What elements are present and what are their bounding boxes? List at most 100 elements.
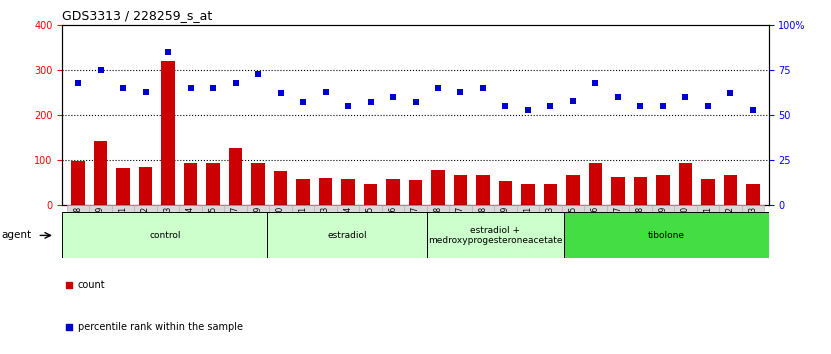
Text: GSM312568: GSM312568 (434, 206, 442, 252)
Point (589, 80, 602, 85)
Text: GSM312667: GSM312667 (456, 206, 465, 252)
Bar (202, 205, 224, 212)
Point (543, 103, 557, 109)
Bar (746, 184, 760, 205)
Bar (679, 163, 692, 205)
Bar (696, 205, 719, 212)
Bar (629, 205, 652, 212)
Bar (612, 177, 625, 205)
Text: GSM312677: GSM312677 (613, 206, 622, 252)
Point (566, 98, 579, 103)
Text: GSM312551: GSM312551 (119, 206, 128, 252)
Bar (337, 205, 359, 212)
Text: estradiol +
medroxyprogesteroneacetate: estradiol + medroxyprogesteroneacetate (428, 226, 563, 245)
Bar (224, 205, 247, 212)
Bar (404, 205, 427, 212)
Text: GSM312564: GSM312564 (343, 206, 352, 252)
Text: GSM312555: GSM312555 (209, 206, 218, 252)
Text: GSM312683: GSM312683 (749, 206, 757, 252)
Text: tibolone: tibolone (647, 231, 685, 240)
Point (431, 85, 445, 91)
Point (161, 49, 175, 55)
Bar (319, 178, 332, 205)
Text: GSM312680: GSM312680 (681, 206, 690, 252)
Point (701, 103, 715, 109)
Point (274, 91, 288, 96)
Bar (543, 184, 558, 205)
Text: GSM312553: GSM312553 (164, 206, 173, 252)
Text: GDS3313 / 228259_s_at: GDS3313 / 228259_s_at (62, 9, 213, 22)
Bar (62, 212, 268, 258)
Bar (116, 168, 130, 205)
Point (386, 94, 400, 100)
Point (206, 85, 219, 91)
Bar (409, 179, 422, 205)
Bar (251, 163, 265, 205)
Text: GSM312671: GSM312671 (524, 206, 533, 252)
Point (62, 282, 76, 288)
Bar (268, 212, 427, 258)
Bar (66, 205, 89, 212)
Bar (297, 179, 310, 205)
Bar (314, 205, 337, 212)
Text: GSM312673: GSM312673 (546, 206, 555, 252)
Bar (607, 205, 629, 212)
Bar (386, 179, 400, 205)
Bar (517, 205, 539, 212)
Text: GSM312561: GSM312561 (298, 206, 307, 252)
Bar (431, 170, 445, 205)
Text: GSM312549: GSM312549 (96, 206, 105, 252)
Text: GSM312682: GSM312682 (726, 206, 735, 252)
Bar (269, 205, 292, 212)
Point (476, 85, 489, 91)
Point (634, 103, 647, 109)
Bar (94, 141, 107, 205)
Text: GSM312668: GSM312668 (479, 206, 488, 252)
Point (229, 80, 242, 85)
Text: GSM312566: GSM312566 (389, 206, 397, 252)
Bar (427, 205, 450, 212)
Point (409, 99, 422, 105)
Point (364, 99, 377, 105)
Text: agent: agent (2, 230, 32, 240)
Bar (584, 205, 607, 212)
Point (252, 71, 265, 76)
Bar (292, 205, 314, 212)
Point (184, 85, 197, 91)
Text: estradiol: estradiol (327, 231, 367, 240)
Text: GSM312560: GSM312560 (276, 206, 285, 252)
Bar (494, 205, 517, 212)
Text: GSM312559: GSM312559 (253, 206, 263, 252)
Bar (247, 205, 269, 212)
Text: GSM312552: GSM312552 (141, 206, 150, 252)
Text: percentile rank within the sample: percentile rank within the sample (78, 322, 243, 332)
Text: GSM312554: GSM312554 (186, 206, 195, 252)
Text: GSM312557: GSM312557 (231, 206, 240, 252)
Point (521, 107, 534, 113)
Text: GSM312675: GSM312675 (568, 206, 578, 252)
Bar (724, 175, 737, 205)
Point (71, 80, 85, 85)
Text: GSM312679: GSM312679 (658, 206, 667, 252)
Point (116, 85, 130, 91)
Point (139, 89, 152, 95)
Bar (184, 163, 197, 205)
Point (94, 67, 107, 73)
Bar (634, 177, 647, 205)
Bar (71, 161, 85, 205)
Point (656, 103, 670, 109)
Bar (139, 167, 152, 205)
Bar (701, 179, 715, 205)
Bar (562, 205, 584, 212)
Bar (588, 163, 602, 205)
Bar (539, 205, 562, 212)
Bar (381, 205, 404, 212)
Text: GSM312678: GSM312678 (636, 206, 645, 252)
Point (297, 99, 310, 105)
Bar (499, 181, 512, 205)
Bar (427, 212, 563, 258)
Bar (273, 171, 288, 205)
Bar (229, 148, 243, 205)
Text: GSM312508: GSM312508 (74, 206, 82, 252)
Bar (566, 175, 580, 205)
